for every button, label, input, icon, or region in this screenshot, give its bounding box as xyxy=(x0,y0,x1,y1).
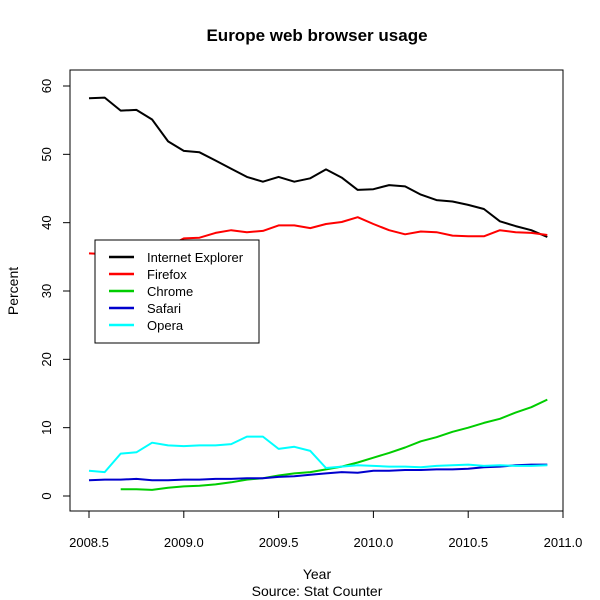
y-tick-label: 60 xyxy=(39,79,54,93)
x-tick-label: 2008.5 xyxy=(69,535,109,550)
y-tick-label: 20 xyxy=(39,352,54,366)
legend-label-firefox: Firefox xyxy=(147,267,187,282)
chart-title: Europe web browser usage xyxy=(206,26,427,45)
x-axis: 2008.5 2009.0 2009.5 2010.0 2010.5 2011.0 xyxy=(69,510,583,550)
x-axis-label: Year xyxy=(303,566,332,582)
series-line-opera xyxy=(88,435,548,474)
y-tick-label: 50 xyxy=(39,147,54,161)
series-line-safari xyxy=(88,463,548,482)
x-tick-label: 2010.5 xyxy=(448,535,488,550)
legend-label-chrome: Chrome xyxy=(147,284,193,299)
legend: Internet Explorer Firefox Chrome Safari Oper… xyxy=(94,239,260,344)
x-tick-label: 2011.0 xyxy=(544,535,583,550)
x-tick-label: 2009.0 xyxy=(164,535,204,550)
y-tick-label: 40 xyxy=(39,215,54,229)
y-axis: 0 10 20 30 40 50 60 xyxy=(39,79,71,500)
source-caption: Source: Stat Counter xyxy=(252,583,383,599)
legend-label-safari: Safari xyxy=(147,301,181,316)
y-axis-label: Percent xyxy=(5,267,21,315)
y-tick-label: 0 xyxy=(39,492,54,499)
x-tick-label: 2010.0 xyxy=(354,535,394,550)
legend-label-opera: Opera xyxy=(147,318,184,333)
y-tick-label: 30 xyxy=(39,284,54,298)
y-tick-label: 10 xyxy=(39,420,54,434)
legend-label-internet-explorer: Internet Explorer xyxy=(147,250,244,265)
series-line-internet-explorer xyxy=(88,96,548,238)
x-tick-label: 2009.5 xyxy=(259,535,299,550)
